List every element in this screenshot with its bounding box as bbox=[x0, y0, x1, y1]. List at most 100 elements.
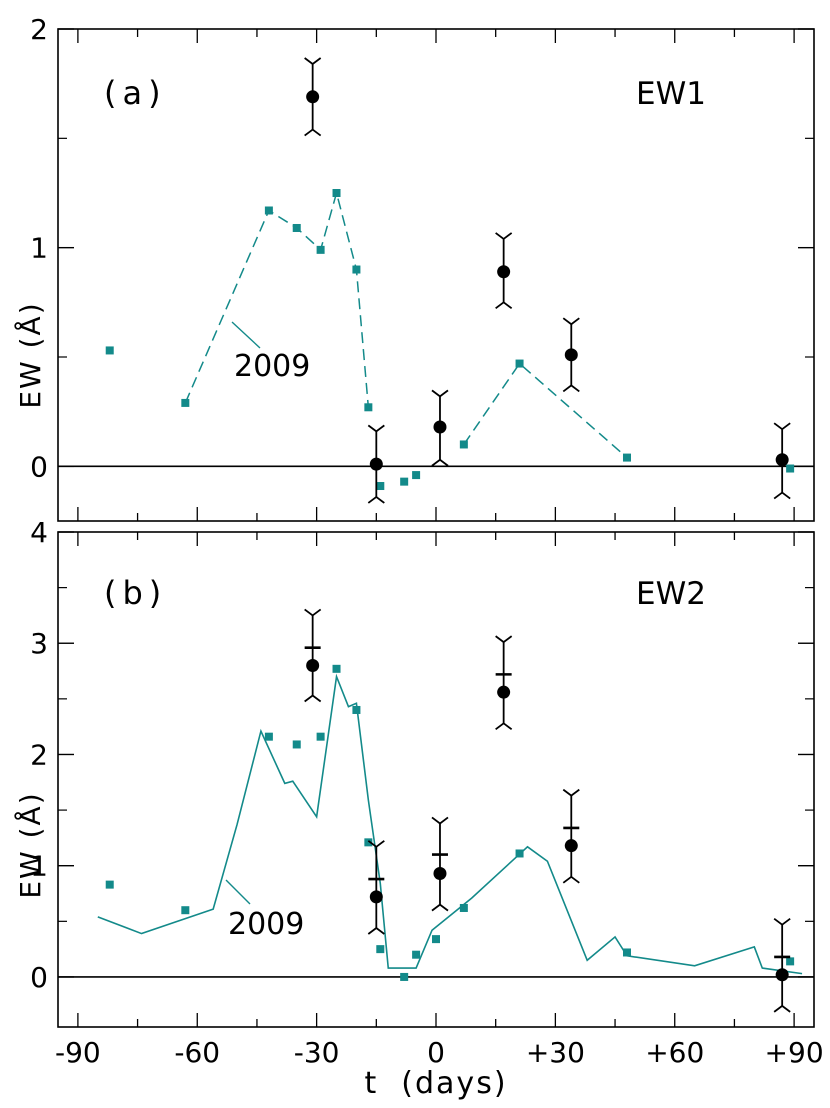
panel-a-ylabel: EW (Å) bbox=[13, 301, 47, 408]
panel-a-obs-cap-top-3 bbox=[495, 232, 513, 241]
x-tick-label: +90 bbox=[765, 1036, 824, 1069]
panel-a-obs-cap-bottom-3 bbox=[495, 301, 513, 310]
panel-b-ytick-label: 2 bbox=[30, 738, 48, 771]
panel-a-2009-point-8 bbox=[376, 482, 385, 491]
panel-a-2009-point-3 bbox=[292, 223, 301, 232]
panel-b-obs-cap-top-3 bbox=[495, 635, 513, 644]
panel-a-obs-point-5 bbox=[775, 453, 789, 467]
panel-b-ytick-label: 4 bbox=[30, 516, 48, 549]
panel-a-ticks: 0 1 2 bbox=[30, 13, 814, 521]
panel-b-2009-point-14 bbox=[622, 948, 631, 957]
panel-b-2009-point-4 bbox=[316, 732, 325, 741]
panel-b-obs-point-5 bbox=[775, 968, 789, 982]
panel-a-2009-point-0 bbox=[105, 346, 114, 355]
panel-b-2009-point-8 bbox=[376, 945, 385, 954]
panel-b-series bbox=[97, 608, 803, 1013]
panel-b-obs-cap-bottom-0 bbox=[304, 694, 322, 703]
panel-b-obs-point-1 bbox=[369, 890, 383, 904]
panel-a-2009-dashed-line-1 bbox=[463, 362, 628, 459]
panel-b-2009-point-10 bbox=[412, 950, 421, 959]
panel-a-obs-cap-top-0 bbox=[304, 57, 322, 66]
panel-b-2009-point-0 bbox=[105, 880, 114, 889]
panel-a-obs-cap-bottom-2 bbox=[431, 458, 449, 467]
panel-a-ytick-label: 1 bbox=[30, 232, 48, 265]
x-axis-label: t (days) bbox=[364, 1066, 507, 1101]
panel-b-obs-cap-bottom-5 bbox=[773, 1004, 791, 1013]
panel-b-annotation: 2009 bbox=[228, 907, 304, 942]
panel-b-2009-point-9 bbox=[400, 972, 409, 981]
panel-a-series bbox=[105, 57, 795, 504]
panel-b-ytick-label: 0 bbox=[30, 961, 48, 994]
x-tick-label: -90 bbox=[55, 1036, 101, 1069]
panel-a-title: EW1 bbox=[636, 76, 706, 112]
panel-b-ticks: 0 1 2 3 4 bbox=[30, 516, 814, 1027]
panel-a-obs-cap-bottom-4 bbox=[562, 384, 580, 393]
panel-a-2009-point-13 bbox=[622, 453, 631, 462]
panel-b-ytick-label: 3 bbox=[30, 627, 48, 660]
panel-b-obs-point-3 bbox=[497, 685, 511, 699]
panel-a-annotation: 2009 bbox=[234, 349, 310, 384]
panel-b-2009-point-3 bbox=[292, 740, 301, 749]
panel-b-2009-point-11 bbox=[432, 935, 440, 944]
panel-a-annotation-leader bbox=[231, 321, 261, 349]
panel-a-2009-point-9 bbox=[400, 477, 409, 486]
panel-a-2009-point-1 bbox=[181, 398, 190, 407]
x-tick-label: -60 bbox=[174, 1036, 220, 1069]
x-axis-ticks: -90 -60 -30 0 +30 +60 +90 bbox=[55, 1036, 824, 1069]
panel-b-obs-point-2 bbox=[433, 866, 447, 880]
panel-b-obs-cap-top-2 bbox=[431, 816, 449, 825]
x-tick-label: -30 bbox=[294, 1036, 340, 1069]
panel-b: 0 1 2 3 4 (b) EW2 2009 EW (Å) bbox=[13, 516, 815, 1028]
panel-a-2009-point-10 bbox=[412, 471, 421, 480]
panel-a-ytick-label: 0 bbox=[30, 450, 48, 483]
panel-b-obs-cap-top-0 bbox=[304, 608, 322, 617]
panel-a-2009-point-2 bbox=[264, 206, 273, 215]
panel-b-obs-cap-top-5 bbox=[773, 917, 791, 926]
panel-b-2009-point-5 bbox=[332, 664, 341, 673]
panel-b-2009-point-2 bbox=[264, 732, 273, 741]
panel-a-obs-cap-top-2 bbox=[431, 389, 449, 398]
panel-b-ytick-label: 1 bbox=[30, 850, 48, 883]
panel-b-obs-cap-bottom-2 bbox=[431, 903, 449, 912]
panel-b-obs-cap-top-4 bbox=[562, 788, 580, 797]
panel-a-obs-cap-bottom-0 bbox=[304, 128, 322, 137]
panel-b-obs-point-0 bbox=[306, 658, 320, 672]
panel-a-obs-point-0 bbox=[306, 90, 320, 104]
panel-a-obs-cap-top-4 bbox=[562, 317, 580, 326]
panel-a-2009-point-11 bbox=[459, 440, 468, 449]
panel-a-2009-point-12 bbox=[515, 359, 524, 368]
panel-b-annotation-leader bbox=[225, 879, 251, 905]
panel-b-2009-point-6 bbox=[352, 705, 361, 714]
panel-a-obs-point-4 bbox=[564, 348, 578, 362]
panel-a: 0 1 2 (a) EW1 2009 EW (Å) bbox=[13, 13, 815, 522]
panel-a-label: (a) bbox=[104, 74, 167, 112]
panel-b-2009-point-1 bbox=[181, 906, 190, 915]
panel-b-obs-cap-bottom-4 bbox=[562, 875, 580, 884]
panel-b-obs-cap-top-1 bbox=[367, 840, 385, 848]
panel-a-2009-point-6 bbox=[352, 265, 361, 274]
panel-a-2009-point-14 bbox=[786, 464, 795, 473]
panel-a-2009-point-4 bbox=[316, 245, 325, 254]
panel-a-obs-point-3 bbox=[497, 265, 511, 279]
panel-b-label: (b) bbox=[104, 574, 167, 612]
panel-b-obs-cap-bottom-3 bbox=[495, 722, 513, 731]
panel-b-2009-point-13 bbox=[515, 849, 524, 858]
panel-b-obs-point-4 bbox=[564, 839, 578, 853]
panel-b-title: EW2 bbox=[636, 576, 706, 612]
panel-b-obs-cap-bottom-1 bbox=[367, 926, 385, 935]
panel-b-2009-point-12 bbox=[459, 903, 468, 912]
panel-b-ylabel: EW (Å) bbox=[13, 791, 47, 898]
panel-a-obs-cap-top-5 bbox=[773, 422, 791, 431]
panel-a-2009-point-5 bbox=[332, 189, 341, 197]
x-tick-label: +60 bbox=[645, 1036, 704, 1069]
panel-a-obs-point-2 bbox=[433, 420, 447, 434]
panel-b-2009-point-7 bbox=[364, 838, 373, 847]
panel-a-obs-cap-top-1 bbox=[367, 424, 385, 433]
panel-a-obs-cap-bottom-5 bbox=[773, 491, 791, 500]
panel-a-obs-point-1 bbox=[369, 457, 383, 471]
panel-b-2009-point-15 bbox=[786, 957, 795, 966]
panel-a-obs-cap-bottom-1 bbox=[367, 495, 385, 504]
x-tick-label: +30 bbox=[526, 1036, 585, 1069]
